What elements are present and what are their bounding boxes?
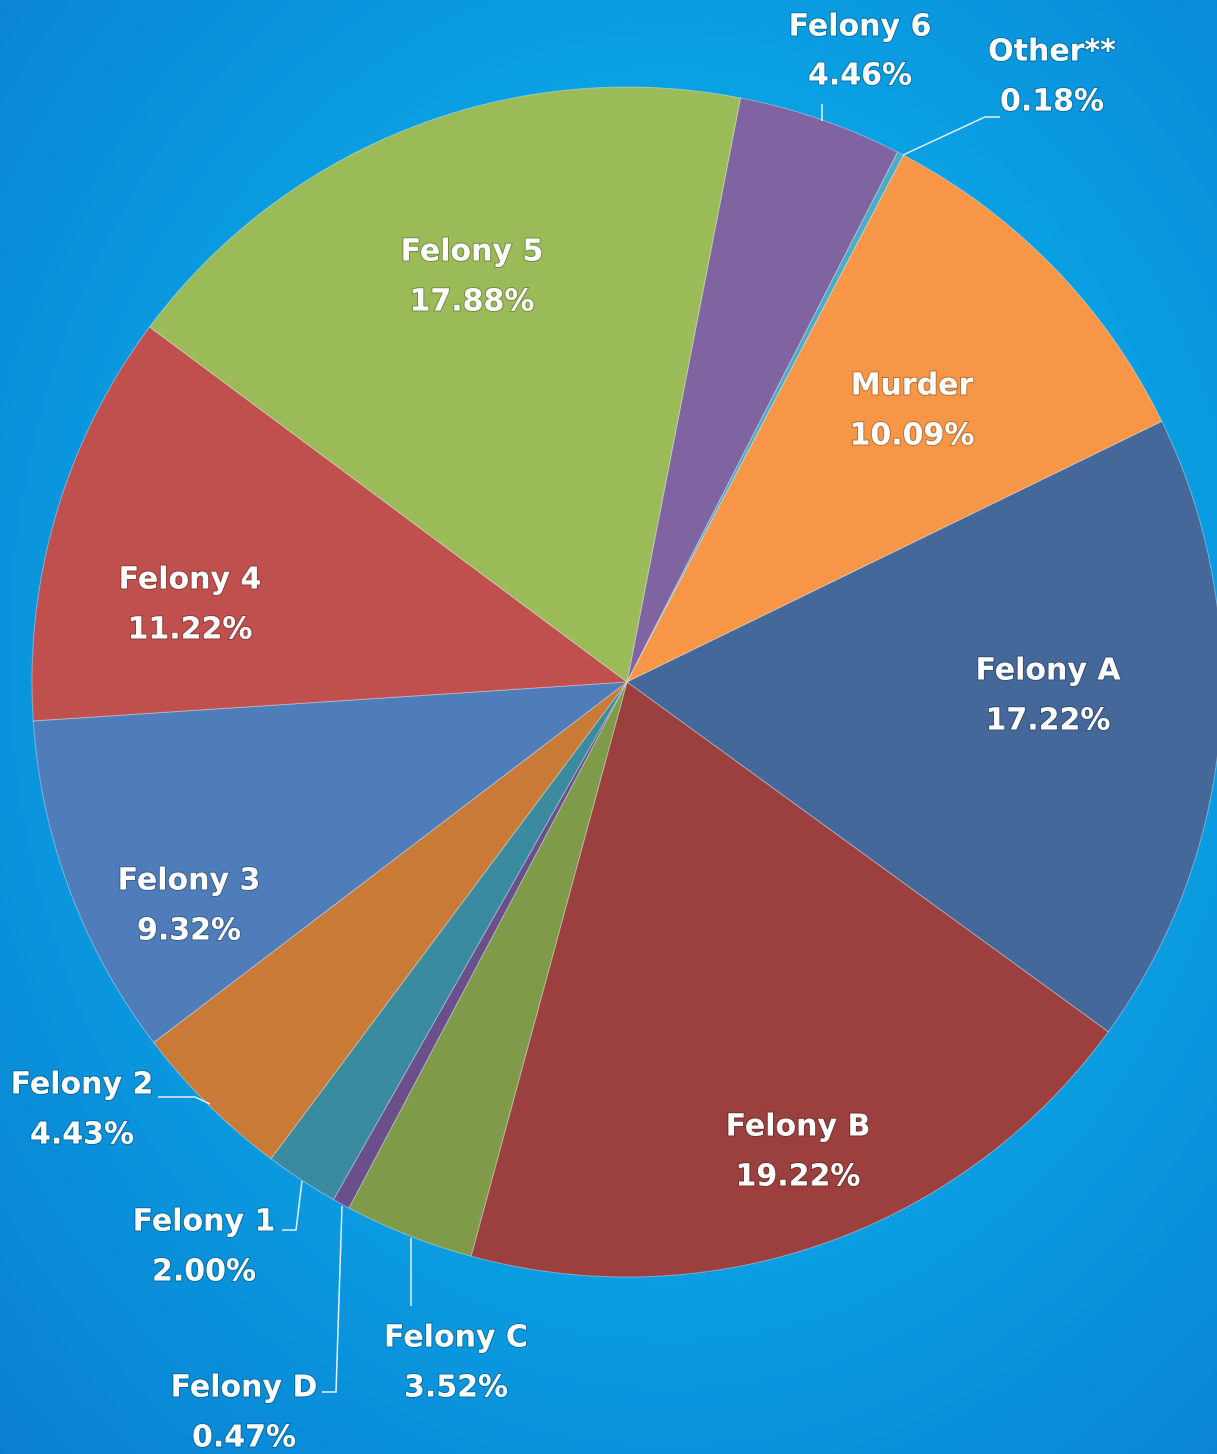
slice-label: Murder (851, 368, 974, 403)
slice-label: Felony B (726, 1109, 871, 1144)
value-label: 4.43% (30, 1117, 134, 1152)
pie-slice (625, 154, 1163, 684)
pie-slice (32, 681, 629, 1044)
pie-slice (332, 681, 628, 1209)
pie-slice (626, 420, 1217, 1033)
pie-slice (152, 681, 628, 1160)
pie-slice (470, 681, 1110, 1278)
slice-label: Felony 4 (119, 562, 262, 597)
slice-label: Felony A (975, 653, 1121, 688)
slice-label: Other** (988, 34, 1116, 69)
value-label: 17.88% (410, 284, 535, 319)
slice-label: Felony D (171, 1370, 318, 1405)
pie-slice (148, 86, 742, 683)
slice-label: Felony 3 (118, 863, 261, 898)
slice-label: Felony 1 (133, 1204, 276, 1239)
pie-slice (270, 681, 628, 1201)
slice-label: Felony 5 (401, 234, 544, 269)
slice-label: Felony C (384, 1320, 528, 1355)
slice-label: Felony 6 (789, 9, 932, 44)
value-label: 11.22% (128, 612, 253, 647)
slice-label: Felony 2 (11, 1067, 154, 1102)
leader-line (322, 1205, 343, 1393)
value-label: 0.18% (1000, 84, 1104, 119)
value-label: 17.22% (986, 703, 1111, 738)
value-label: 4.46% (808, 58, 912, 93)
leader-line (158, 1096, 211, 1105)
value-label: 3.52% (404, 1370, 508, 1405)
value-label: 0.47% (192, 1420, 296, 1454)
pie (31, 86, 1217, 1278)
value-label: 9.32% (137, 913, 241, 948)
pie-slice (348, 681, 628, 1257)
value-label: 2.00% (152, 1254, 256, 1289)
value-label: 19.22% (736, 1159, 861, 1194)
value-label: 10.09% (850, 418, 975, 453)
labels: Felony 6 4.46% Other** 0.18% Murder 10.09% Fel… (10, 8, 1123, 1454)
leader-line (902, 116, 1000, 156)
leader-lines (158, 104, 1000, 1393)
pie-slice (31, 326, 629, 722)
leader-line (282, 1180, 303, 1231)
pie-slice (626, 97, 899, 683)
